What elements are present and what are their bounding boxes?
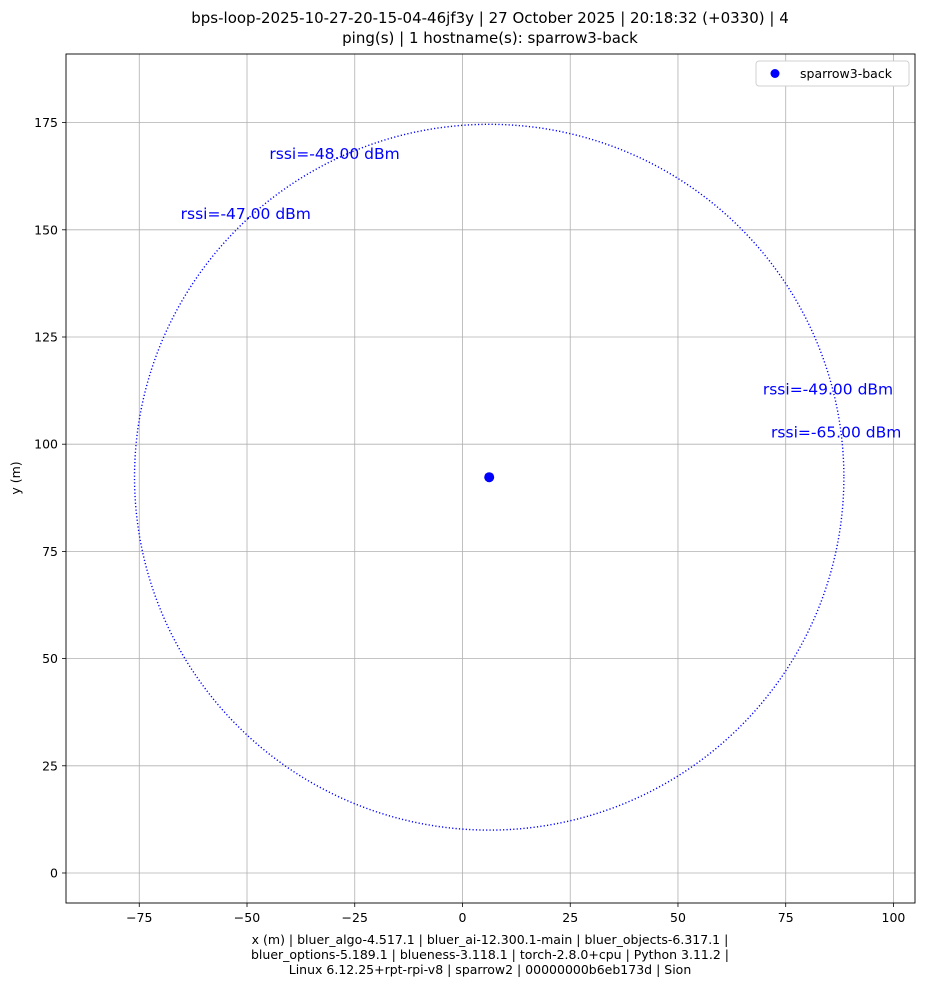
rssi-annotation: rssi=-65.00 dBm (771, 423, 901, 441)
legend-marker (770, 69, 780, 78)
x-axis-ticks: −75 −50 −25 0 25 50 75 100 (126, 903, 905, 925)
x-tick-label: 75 (778, 910, 794, 925)
legend: sparrow3-back (755, 60, 910, 87)
grid-lines (66, 54, 915, 903)
x-tick-label: 25 (562, 910, 578, 925)
rssi-annotation: rssi=-48.00 dBm (269, 145, 399, 163)
chart-title-line-2: ping(s) | 1 hostname(s): sparrow3-back (342, 29, 638, 47)
y-axis-ticks: 0 25 50 75 100 125 150 175 (34, 115, 66, 880)
legend-box (755, 60, 910, 87)
x-tick-label: 50 (670, 910, 686, 925)
x-axis-label-line-3: Linux 6.12.25+rpt-rpi-v8 | sparrow2 | 00… (288, 962, 692, 977)
y-tick-label: 0 (50, 865, 58, 880)
x-axis-label: x (m) | bluer_algo-4.517.1 | bluer_ai-12… (0, 932, 925, 977)
x-tick-label: 100 (882, 910, 906, 925)
y-axis-label: y (m) (8, 461, 23, 494)
y-tick-label: 100 (34, 437, 58, 452)
y-tick-label: 125 (34, 330, 58, 345)
y-tick-label: 75 (42, 544, 58, 559)
y-tick-label: 25 (42, 758, 58, 773)
x-tick-label: −75 (126, 910, 152, 925)
range-circle (133, 123, 845, 831)
rssi-annotation: rssi=-49.00 dBm (763, 380, 893, 398)
chart-title-line-1: bps-loop-2025-10-27-20-15-04-46jf3y | 27… (191, 9, 789, 27)
plot-frame (65, 53, 916, 904)
data-layer: rssi=-48.00 dBm rssi=-47.00 dBm rssi=-49.0… (133, 123, 901, 831)
x-tick-label: −50 (234, 910, 260, 925)
x-tick-label: −25 (342, 910, 368, 925)
y-tick-label: 175 (34, 115, 58, 130)
x-axis-label-line-2: bluer_options-5.189.1 | blueness-3.118.1… (251, 947, 729, 962)
y-tick-label: 50 (42, 651, 58, 666)
x-tick-label: 0 (459, 910, 467, 925)
data-point (484, 472, 495, 483)
legend-label: sparrow3-back (800, 66, 893, 81)
x-axis-label-line-1: x (m) | bluer_algo-4.517.1 | bluer_ai-12… (251, 932, 729, 947)
chart-title: bps-loop-2025-10-27-20-15-04-46jf3y | 27… (0, 8, 925, 48)
rssi-annotation: rssi=-47.00 dBm (181, 205, 311, 223)
y-tick-label: 150 (34, 222, 58, 237)
